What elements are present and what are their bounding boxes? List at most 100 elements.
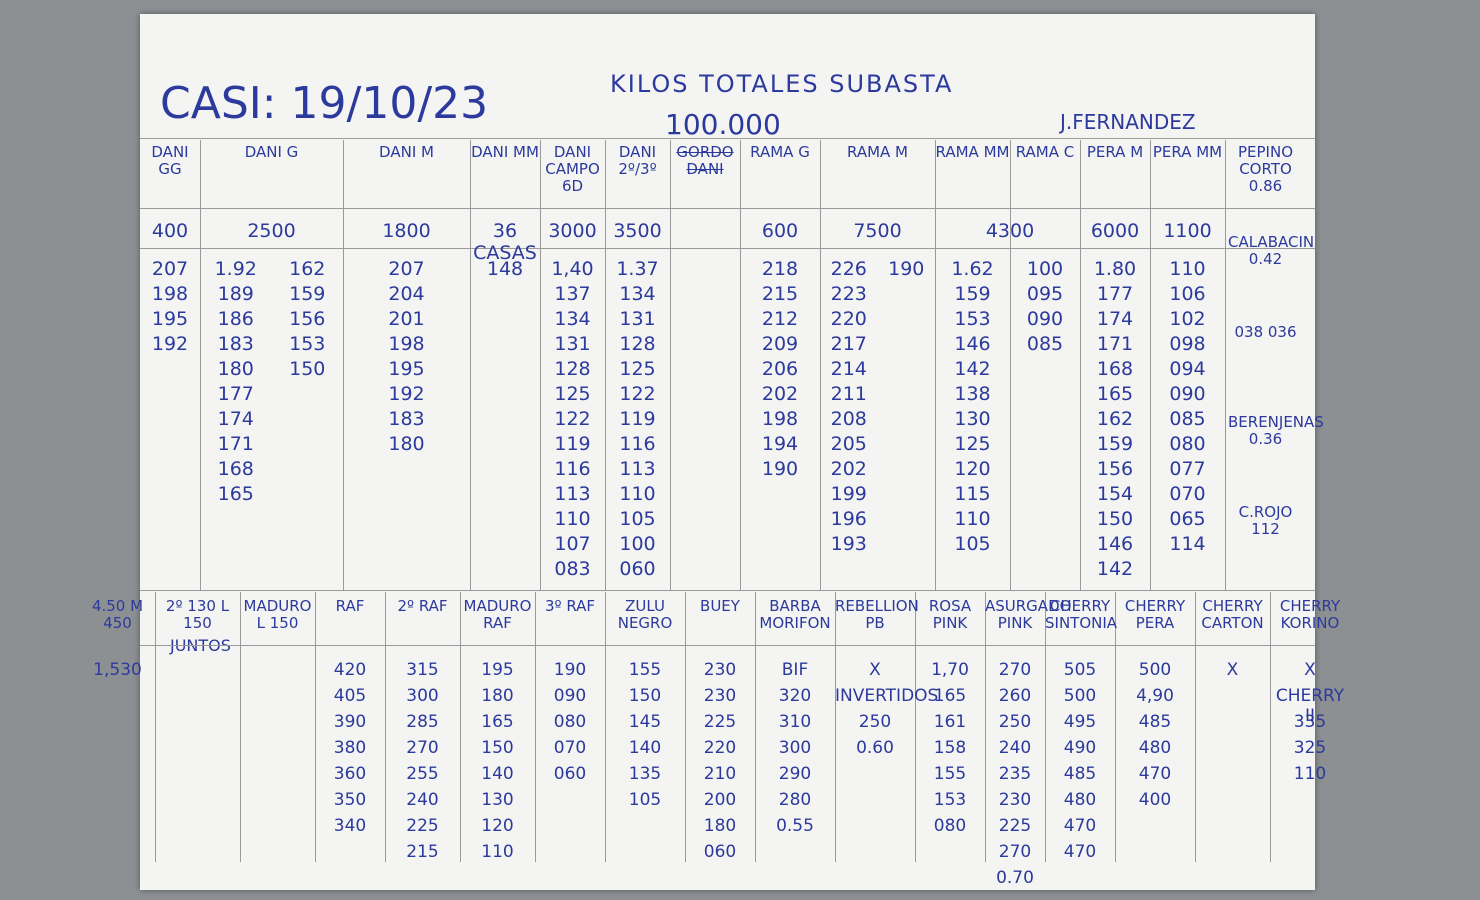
value: 485 <box>1063 764 1097 784</box>
value: 130 <box>954 408 991 430</box>
value: 220 <box>830 308 867 330</box>
value: 198 <box>151 283 189 305</box>
column-header: 4.50 M 450 <box>91 597 144 632</box>
side-item: BERENJENAS 0.36 <box>1228 413 1324 448</box>
value: 100 <box>1026 258 1064 280</box>
value: 198 <box>761 408 799 430</box>
column-header: PERA MM <box>1152 143 1223 161</box>
col-line <box>740 140 741 590</box>
value: 150 <box>289 358 326 380</box>
value: 250 <box>998 712 1032 732</box>
value: 105 <box>954 533 991 555</box>
value: 225 <box>703 712 737 732</box>
value: 077 <box>1169 458 1206 480</box>
col-line <box>605 140 606 590</box>
value: 485 <box>1138 712 1172 732</box>
value: 183 <box>217 333 254 355</box>
value: 146 <box>1096 533 1134 555</box>
total: 100.000 <box>665 108 781 141</box>
col-line <box>385 592 386 862</box>
column-header: CHERRY KORINO <box>1279 597 1341 632</box>
column-header: PERA M <box>1086 143 1144 161</box>
value: 1,70 <box>931 660 969 680</box>
value: 300 <box>406 686 439 706</box>
col-line <box>315 592 316 862</box>
value: 105 <box>628 790 662 810</box>
value: 060 <box>703 842 737 862</box>
value: CHERRY II <box>1275 686 1345 726</box>
value: 1,530 <box>93 660 142 680</box>
value: 070 <box>553 738 587 758</box>
value: 090 <box>1026 308 1064 330</box>
col-line <box>1080 140 1081 590</box>
value: 211 <box>830 383 867 405</box>
value: 165 <box>1096 383 1134 405</box>
value: 116 <box>619 433 656 455</box>
value: 4,90 <box>1136 686 1174 706</box>
value: 250 <box>858 712 892 732</box>
value: 220 <box>703 738 737 758</box>
value: 138 <box>954 383 991 405</box>
value: 240 <box>998 738 1032 758</box>
value: 122 <box>619 383 656 405</box>
value: 335 <box>1293 712 1327 732</box>
value: 202 <box>761 383 799 405</box>
value: 230 <box>703 660 737 680</box>
title: CASI: 19/10/23 <box>160 78 489 129</box>
value: 200 <box>703 790 737 810</box>
column-header: DANI CAMPO 6D <box>545 143 600 195</box>
value: 390 <box>333 712 367 732</box>
value: 142 <box>1096 558 1134 580</box>
column-total: 600 <box>761 220 799 242</box>
value: 206 <box>761 358 799 380</box>
value: 174 <box>1096 308 1134 330</box>
col-line <box>605 592 606 862</box>
col-line <box>1195 592 1196 862</box>
value: 142 <box>954 358 991 380</box>
value: 122 <box>554 408 591 430</box>
rule <box>140 208 1315 209</box>
column-total: 6000 <box>1090 220 1140 242</box>
column-header: ROSA PINK <box>928 597 972 632</box>
value: 192 <box>388 383 425 405</box>
value: 270 <box>406 738 439 758</box>
value: 380 <box>333 738 367 758</box>
value: 405 <box>333 686 367 706</box>
column-header: BARBA MORIFON <box>759 597 831 632</box>
col-line <box>535 592 536 862</box>
value: 060 <box>553 764 587 784</box>
column-header: CHERRY SINTONIA <box>1045 597 1118 632</box>
col-line <box>460 592 461 862</box>
value: 255 <box>406 764 439 784</box>
value: 135 <box>628 764 662 784</box>
col-line <box>240 592 241 862</box>
value: 134 <box>554 308 591 330</box>
col-line <box>935 140 936 590</box>
value: 235 <box>998 764 1032 784</box>
value: 165 <box>481 712 514 732</box>
value: 215 <box>761 283 799 305</box>
value: 159 <box>954 283 991 305</box>
value: 128 <box>619 333 656 355</box>
author: J.FERNANDEZ <box>1060 110 1196 134</box>
column-header: ASURGADO PINK <box>985 597 1072 632</box>
value: 106 <box>1169 283 1206 305</box>
col-line <box>1010 140 1011 590</box>
value: BIF <box>781 660 809 680</box>
value: 1.80 <box>1093 258 1137 280</box>
value: 180 <box>481 686 514 706</box>
value: 500 <box>1063 686 1097 706</box>
column-header: RAMA G <box>750 143 810 161</box>
value: 154 <box>1096 483 1134 505</box>
value: 115 <box>954 483 991 505</box>
value: 080 <box>1169 433 1206 455</box>
column-header: MADURO RAF <box>463 597 532 632</box>
value: 171 <box>217 433 254 455</box>
column-total: 2500 <box>247 220 296 242</box>
value: 214 <box>830 358 867 380</box>
value: 098 <box>1169 333 1206 355</box>
col-line <box>670 140 671 590</box>
column-header: 3º RAF <box>544 597 596 615</box>
value: 207 <box>388 258 425 280</box>
